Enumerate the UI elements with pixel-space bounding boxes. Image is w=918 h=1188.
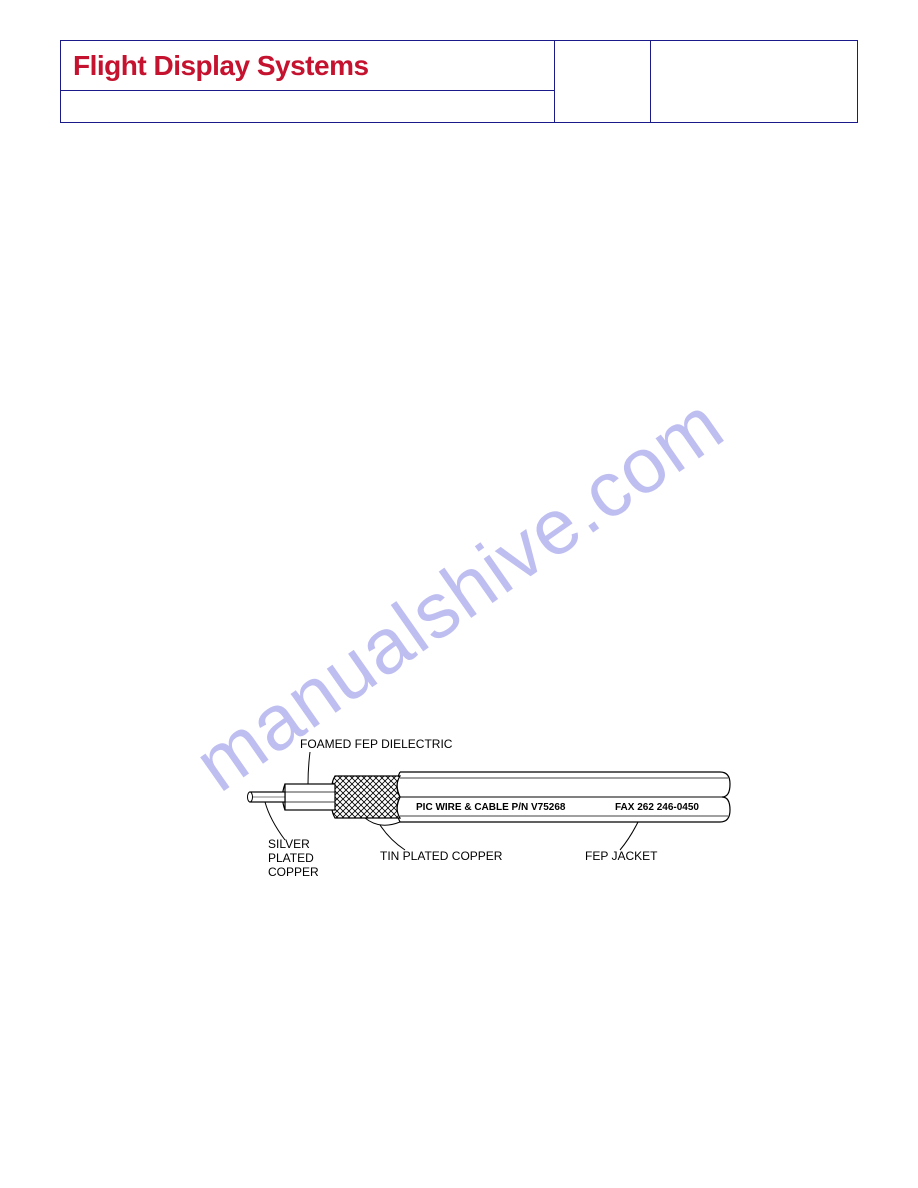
cable-print-right: FAX 262 246-0450 (615, 802, 699, 813)
conductor-shape (248, 792, 286, 802)
fep-jacket-shape (397, 772, 730, 822)
header-subtitle-cell (61, 91, 555, 123)
header-brand-cell: Flight Display Systems (61, 41, 555, 91)
label-silver-3: COPPER (268, 865, 319, 879)
label-tin-plated: TIN PLATED COPPER (380, 849, 503, 863)
cable-print-left: PIC WIRE & CABLE P/N V75268 (416, 802, 566, 813)
label-fep-jacket: FEP JACKET (585, 849, 658, 863)
page-container: Flight Display Systems (0, 0, 918, 163)
label-silver-1: SILVER (268, 837, 310, 851)
label-foamed-fep: FOAMED FEP DIELECTRIC (300, 737, 453, 751)
dielectric-shape (283, 784, 336, 810)
braid-shape (332, 776, 400, 825)
label-silver-2: PLATED (268, 851, 314, 865)
brand-text: Flight Display Systems (73, 50, 369, 81)
cable-diagram: PIC WIRE & CABLE P/N V75268 FAX 262 246-… (190, 700, 750, 890)
cable-svg: PIC WIRE & CABLE P/N V75268 FAX 262 246-… (190, 700, 750, 890)
header-right-cell (650, 41, 857, 123)
header-table: Flight Display Systems (60, 40, 858, 123)
header-mid-cell (555, 41, 651, 123)
